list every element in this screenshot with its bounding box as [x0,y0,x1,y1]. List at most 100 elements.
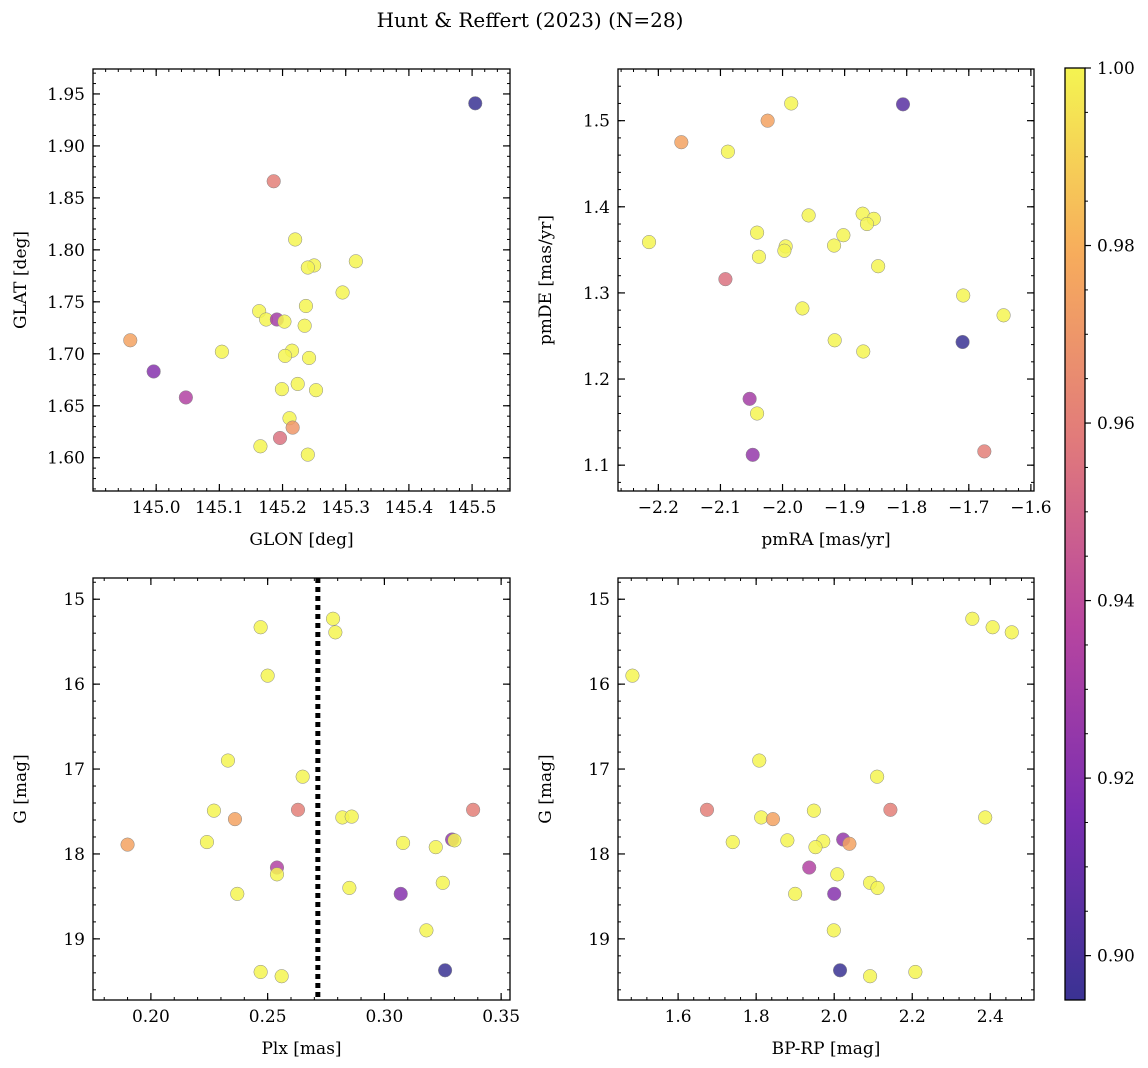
colorbar-tick-label: 0.98 [1097,237,1135,257]
data-point [297,318,312,333]
data-point [253,620,268,635]
data-point [883,802,898,817]
panels: 145.0 145.1 145.2 145.3 145.4 145.5 1.60 1.65 1.… [11,68,1052,1059]
data-point [956,288,971,303]
data-point [300,447,315,462]
y-tick-label: 1.75 [47,293,85,313]
scatter-points [641,96,1011,462]
x-tick-label: 0.25 [249,1007,287,1027]
ticks: 0.20 0.25 0.30 0.35 15 16 17 18 19 [63,578,520,1027]
data-point [419,923,434,938]
data-point [220,753,236,768]
data-point [393,886,408,901]
x-axis-label: Plx [mas] [261,1039,341,1059]
data-point [802,860,817,875]
axes-frame [617,577,1035,1001]
data-point [230,886,245,901]
data-point [908,964,923,980]
data-point [826,923,841,938]
panel-bottom-left: 0.20 0.25 0.30 0.35 15 16 17 18 19 Plx [mas] G [ma… [11,577,520,1059]
ticks: 145.0 145.1 145.2 145.3 145.4 145.5 1.60 1.65 1.… [47,69,511,518]
x-tick-label: 2.0 [821,1007,848,1027]
data-point [178,390,193,405]
ticks: −2.2 −2.1 −2.0 −1.9 −1.8 −1.7 −1.6 1.1 1.2 1.3 1.4… [583,68,1052,518]
x-axis-label: GLON [deg] [249,530,353,550]
data-point [302,350,317,366]
data-point [985,620,1000,635]
data-point [288,232,303,247]
y-tick-label: 17 [588,760,610,780]
y-tick-label: 15 [588,590,610,610]
data-point [750,225,765,240]
x-tick-label: −1.6 [1010,498,1051,518]
data-point [718,272,733,287]
data-point [795,301,810,316]
x-tick-label: 2.2 [899,1007,926,1027]
data-point [699,802,715,817]
data-point [788,886,803,901]
data-point [274,969,289,984]
x-tick-label: −2.0 [762,498,803,518]
data-point [750,406,765,421]
data-point [863,969,878,984]
y-tick-label: 1.3 [583,284,610,304]
data-point [308,383,324,398]
panel-top-left: 145.0 145.1 145.2 145.3 145.4 145.5 1.60 1.65 1.… [11,68,511,550]
x-tick-label: 0.35 [482,1007,520,1027]
data-point [870,769,885,784]
scatter-points [625,611,1019,984]
data-point [468,96,483,111]
panel-top-right: −2.2 −2.1 −2.0 −1.9 −1.8 −1.7 −1.6 1.1 1.2 1.3 1.4… [536,68,1052,550]
x-tick-label: 0.20 [132,1007,170,1027]
data-point [754,810,769,825]
x-tick-label: −1.7 [948,498,989,518]
data-point [206,803,221,818]
colorbar-tick-label: 0.96 [1097,414,1135,434]
axes-frame [92,68,511,492]
data-point [396,835,411,850]
y-tick-label: 1.95 [47,85,85,105]
data-point [725,835,740,850]
data-point [335,285,350,300]
data-point [123,333,138,348]
y-tick-label: 16 [588,675,610,695]
data-point [438,963,453,978]
axes-frame [617,68,1035,492]
data-point [253,439,268,454]
data-point [641,235,657,250]
data-point [298,298,313,314]
data-point [859,216,875,232]
colorbar-tick-label: 0.92 [1097,769,1135,789]
data-point [625,668,640,683]
data-point [328,625,343,640]
data-point [272,430,288,446]
data-point [285,420,300,435]
data-point [808,840,823,855]
x-axis-label: BP-RP [mag] [772,1039,881,1059]
y-tick-label: 1.70 [47,345,85,365]
data-point [266,174,281,189]
y-tick-label: 18 [588,845,610,865]
axes-frame [92,577,511,1001]
data-point [344,809,359,824]
data-point [745,447,760,462]
data-point [274,382,289,397]
y-axis-label: pmDE [mas/yr] [536,215,556,345]
y-tick-label: 17 [63,760,85,780]
ticks: 1.6 1.8 2.0 2.2 2.4 15 16 17 18 19 [588,578,1034,1027]
data-point [253,964,268,980]
x-tick-label: 145.5 [448,498,497,518]
data-point [752,753,767,768]
x-tick-label: −1.8 [886,498,927,518]
y-tick-label: 1.60 [47,449,85,469]
data-point [765,812,780,827]
data-point [300,260,315,275]
data-point [290,802,306,817]
panel-bottom-right: 1.6 1.8 2.0 2.2 2.4 15 16 17 18 19 BP-RP [mag] G [m… [536,577,1035,1059]
colorbar-tick-label: 0.94 [1097,592,1135,612]
data-point [827,238,842,253]
data-point [295,769,310,784]
data-point [278,348,293,363]
data-point [674,135,689,150]
data-point [742,391,757,406]
